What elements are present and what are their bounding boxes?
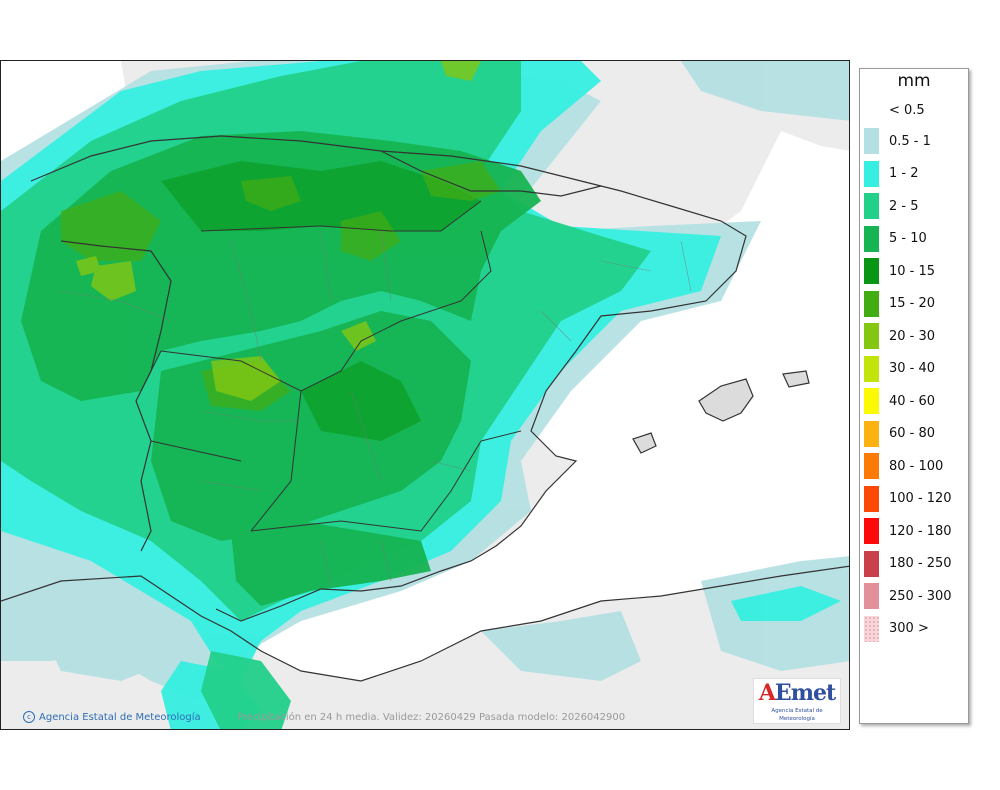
mallorca-land: [699, 379, 753, 421]
precipitation-map: c Agencia Estatal de Meteorología Precip…: [0, 60, 850, 730]
legend-item: 80 - 100: [864, 452, 968, 480]
legend-item: 100 - 120: [864, 485, 968, 513]
legend-swatch: [864, 193, 879, 219]
legend-label: 1 - 2: [889, 166, 919, 181]
legend-unit: mm: [897, 71, 931, 91]
legend-item: 10 - 15: [864, 257, 968, 285]
legend-swatch: [864, 518, 879, 544]
legend-label: 10 - 15: [889, 263, 936, 279]
credit-text: Agencia Estatal de Meteorología: [39, 711, 201, 723]
menorca-coast: [782, 370, 810, 388]
legend-item: 60 - 80: [864, 420, 968, 448]
legend-item: 1 - 2: [864, 160, 968, 188]
africa-coast: [1, 565, 849, 682]
legend-label: 30 - 40: [889, 361, 936, 376]
legend-item: 2 - 5: [864, 192, 968, 220]
copyright-icon: c: [23, 711, 35, 723]
legend-label: 300 >: [889, 621, 929, 636]
legend-label: 40 - 60: [889, 393, 936, 409]
france-border: [380, 150, 602, 197]
legend-swatch: [864, 420, 879, 447]
legend-swatch: [864, 160, 879, 187]
legend-label: 20 - 30: [889, 328, 936, 344]
legend: mm < 0.5 0.5 - 1 1 - 2 2 - 5 5 - 10 10 - 15 1…: [859, 68, 969, 724]
legend-label: 2 - 5: [889, 198, 919, 214]
legend-item: 0.5 - 1: [864, 127, 968, 155]
legend-label: 0.5 - 1: [889, 133, 931, 149]
legend-swatch: [864, 615, 879, 642]
legend-swatch: [864, 550, 879, 577]
coastline: [30, 135, 747, 622]
legend-swatch: [864, 453, 879, 479]
map-svg: [1, 61, 849, 729]
legend-swatch: [864, 583, 879, 609]
legend-label: 80 - 100: [889, 458, 944, 474]
legend-item: 250 - 300: [864, 582, 968, 610]
precip-layer-10-15: [161, 161, 481, 441]
legend-label: 100 - 120: [889, 491, 952, 506]
validity-text: Precipitación en 24 h media. Validez: 20…: [237, 712, 626, 723]
ibiza-coast: [632, 432, 657, 454]
legend-label: 250 - 300: [889, 588, 952, 604]
legend-swatch: [864, 388, 879, 414]
legend-swatch: [864, 290, 879, 317]
legend-swatch: [864, 128, 879, 154]
legend-swatch: [864, 485, 879, 512]
logo-subtitle: Agencia Estatal de Meteorología: [771, 708, 823, 722]
legend-label: 5 - 10: [889, 231, 927, 246]
legend-item: 20 - 30: [864, 322, 968, 350]
aemet-logo: AEmet Agencia Estatal de Meteorología: [753, 678, 841, 724]
legend-swatch: [864, 258, 879, 284]
legend-label: 15 - 20: [889, 296, 936, 311]
precip-layer-20-30: [76, 61, 481, 401]
legend-item: 180 - 250: [864, 550, 968, 578]
mallorca-coast: [698, 378, 754, 422]
legend-item: 40 - 60: [864, 387, 968, 415]
logo-mark: AEmet: [758, 680, 836, 706]
legend-label: 120 - 180: [889, 523, 952, 539]
borders: [1, 135, 849, 682]
province-borders: [60, 230, 692, 587]
legend-item: 15 - 20: [864, 290, 968, 318]
region-border: [140, 200, 522, 532]
legend-swatch: [864, 323, 879, 349]
legend-item: 300 >: [864, 615, 968, 643]
legend-item: 5 - 10: [864, 225, 968, 253]
legend-item: 120 - 180: [864, 517, 968, 545]
legend-swatch: [864, 355, 879, 382]
menorca-land: [783, 371, 809, 387]
legend-swatch: [864, 225, 879, 252]
legend-top-label: < 0.5: [889, 103, 925, 118]
legend-label: 180 - 250: [889, 556, 952, 571]
credit: c Agencia Estatal de Meteorología: [23, 711, 201, 723]
legend-label: 60 - 80: [889, 426, 936, 441]
legend-item: 30 - 40: [864, 355, 968, 383]
